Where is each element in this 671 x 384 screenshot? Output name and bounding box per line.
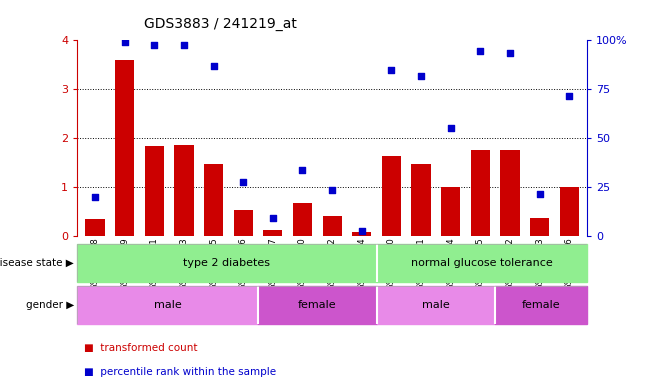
Bar <box>376 286 495 324</box>
Bar <box>77 244 376 282</box>
Text: ■  percentile rank within the sample: ■ percentile rank within the sample <box>84 367 276 377</box>
Bar <box>323 215 342 236</box>
Text: normal glucose tolerance: normal glucose tolerance <box>411 258 553 268</box>
Point <box>208 63 219 70</box>
Bar <box>85 219 105 236</box>
Point <box>446 125 456 131</box>
Text: female: female <box>522 300 560 310</box>
Bar <box>234 210 253 236</box>
Bar <box>293 203 312 236</box>
Bar <box>411 164 431 236</box>
Point <box>534 190 545 197</box>
Point <box>238 179 248 185</box>
Point <box>297 167 308 173</box>
Point <box>90 194 101 200</box>
Bar <box>441 187 460 236</box>
Text: gender ▶: gender ▶ <box>25 300 74 310</box>
Bar <box>77 286 258 324</box>
Bar <box>530 218 550 236</box>
Point <box>564 93 574 99</box>
Bar <box>352 232 372 236</box>
Bar <box>258 286 376 324</box>
Bar <box>115 60 134 236</box>
Bar <box>145 146 164 236</box>
Bar <box>174 145 193 236</box>
Text: male: male <box>154 300 181 310</box>
Text: male: male <box>422 300 450 310</box>
Bar <box>204 164 223 236</box>
Text: disease state ▶: disease state ▶ <box>0 258 74 268</box>
Point <box>475 48 486 54</box>
Text: ■  transformed count: ■ transformed count <box>84 343 197 353</box>
Point <box>327 187 338 193</box>
Point <box>505 50 515 56</box>
Bar <box>263 230 282 236</box>
Point <box>149 42 160 48</box>
Point <box>416 73 427 79</box>
Point <box>178 42 189 48</box>
Point <box>386 67 397 73</box>
Text: female: female <box>298 300 337 310</box>
Bar <box>501 149 519 236</box>
Point <box>356 228 367 234</box>
Bar <box>471 151 490 236</box>
Point <box>119 39 130 45</box>
Bar <box>376 244 587 282</box>
Bar <box>560 187 579 236</box>
Bar <box>382 156 401 236</box>
Text: GDS3883 / 241219_at: GDS3883 / 241219_at <box>144 17 297 31</box>
Bar <box>495 286 587 324</box>
Point <box>268 215 278 221</box>
Text: type 2 diabetes: type 2 diabetes <box>183 258 270 268</box>
